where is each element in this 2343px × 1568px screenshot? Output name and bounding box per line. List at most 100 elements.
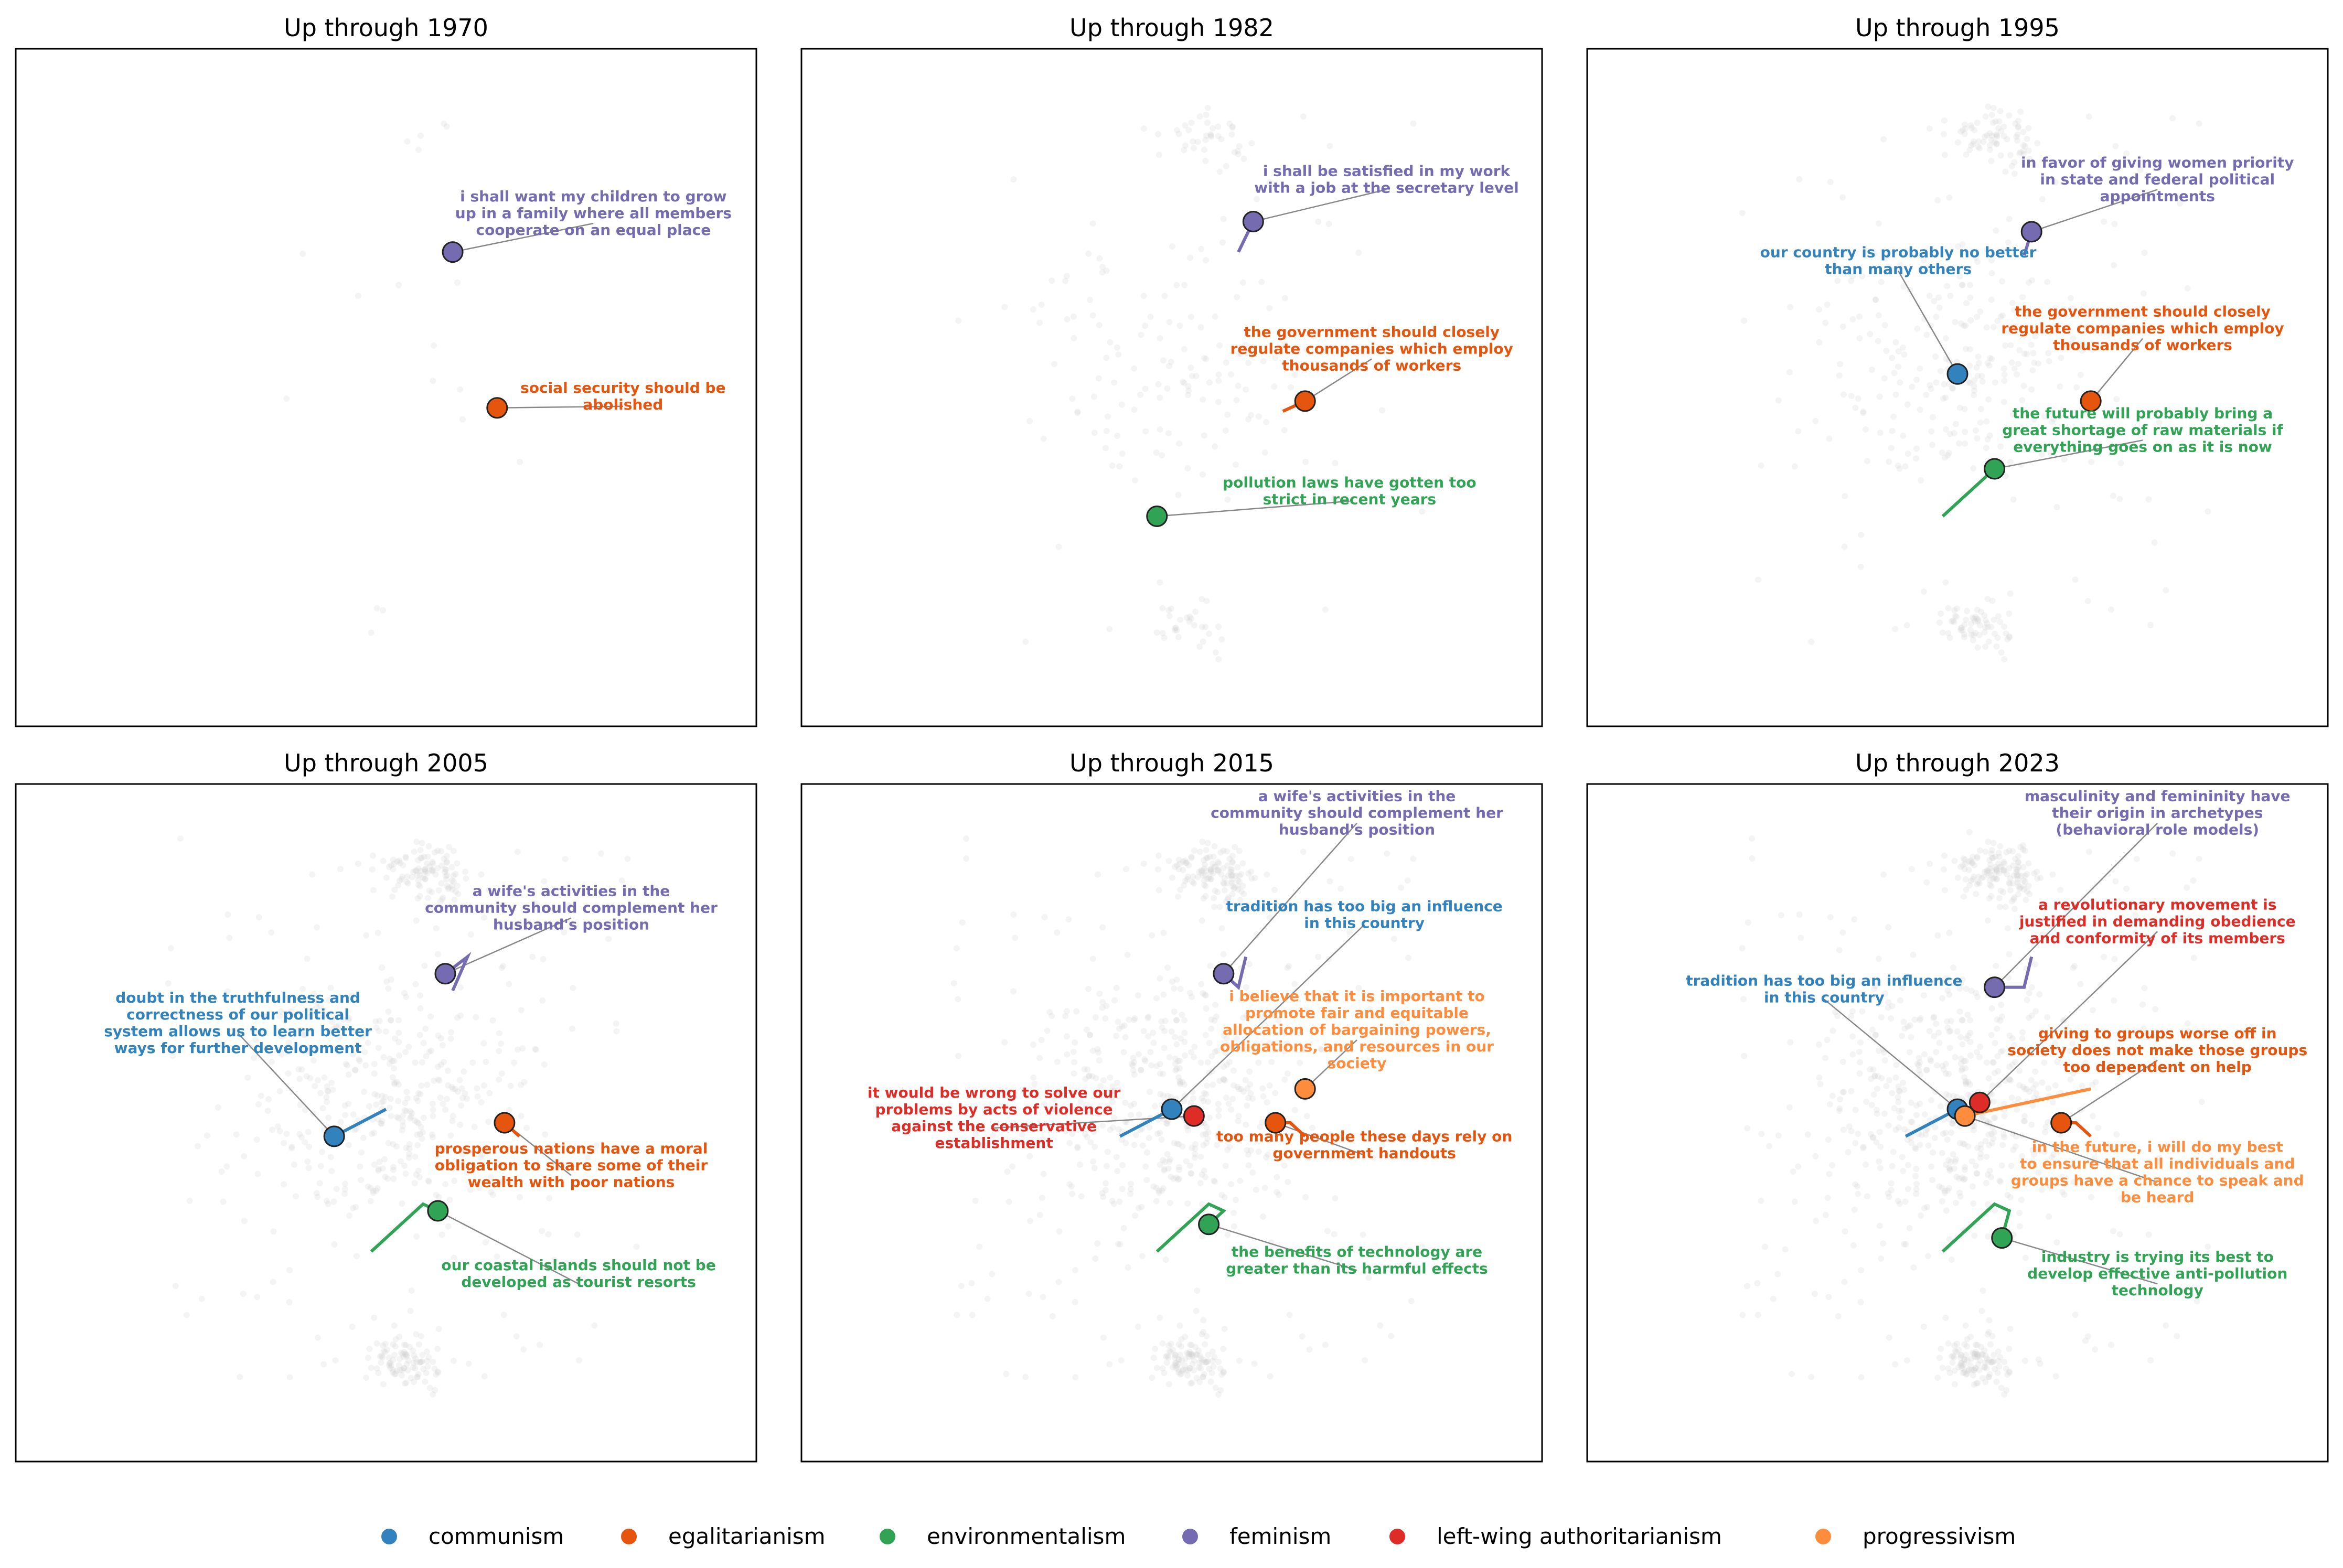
background-point <box>1795 428 1802 435</box>
background-point <box>2020 886 2027 893</box>
background-point <box>1190 1351 1196 1358</box>
background-point <box>1206 1040 1213 1047</box>
background-point <box>1902 1198 1909 1205</box>
background-point <box>395 1081 402 1088</box>
background-point <box>1969 1349 1976 1356</box>
background-point <box>1954 139 1961 146</box>
background-point <box>2009 1061 2016 1068</box>
background-point <box>414 1098 421 1104</box>
data-point <box>1968 1091 1991 1113</box>
background-point <box>1193 373 1200 380</box>
background-point <box>1238 996 1245 1003</box>
background-point <box>380 1098 387 1105</box>
background-point <box>1064 1051 1071 1058</box>
leader-line <box>1275 1122 1365 1156</box>
background-point <box>1302 1194 1309 1200</box>
background-point <box>1140 1028 1147 1035</box>
background-point <box>1993 867 2000 874</box>
background-point <box>1953 1340 1960 1347</box>
background-point <box>1127 1190 1134 1197</box>
background-point <box>1977 847 1984 854</box>
background-point <box>1203 1005 1210 1012</box>
background-point <box>1175 1141 1182 1147</box>
background-point <box>1974 993 1981 1000</box>
background-point <box>1102 1180 1109 1187</box>
background-point <box>429 867 436 874</box>
background-point <box>1976 1357 1983 1364</box>
background-point <box>1322 1341 1329 1348</box>
background-point <box>371 1314 378 1321</box>
background-point <box>1135 1205 1142 1211</box>
background-point <box>2000 1100 2007 1107</box>
background-point <box>1325 221 1332 228</box>
background-point <box>1997 1048 2004 1055</box>
background-point <box>2084 598 2091 605</box>
background-point <box>1060 1123 1067 1130</box>
background-point <box>418 1359 425 1366</box>
background-point <box>1124 951 1131 958</box>
background-point <box>1204 1059 1211 1066</box>
background-point <box>298 1134 305 1141</box>
background-point <box>1221 1076 1227 1083</box>
background-point <box>515 1046 521 1053</box>
background-point <box>1161 1167 1168 1174</box>
background-point <box>1974 372 1981 379</box>
background-point <box>1218 871 1225 878</box>
background-point <box>500 963 507 970</box>
background-point <box>371 1091 378 1098</box>
background-point <box>359 1033 366 1039</box>
background-point <box>1220 1369 1227 1376</box>
background-point <box>1968 1367 1975 1373</box>
background-point <box>1293 347 1300 354</box>
background-point <box>1988 112 1995 119</box>
background-point <box>1983 1059 1990 1066</box>
background-point <box>1845 1148 1852 1155</box>
background-point <box>401 1349 408 1356</box>
background-point <box>2057 886 2064 893</box>
background-point <box>371 1161 378 1168</box>
background-point <box>1173 1174 1180 1181</box>
background-point <box>1984 596 1991 603</box>
background-point <box>1871 1073 1878 1080</box>
background-point <box>288 1143 295 1150</box>
background-point <box>1281 295 1288 302</box>
background-point <box>1975 353 1982 360</box>
background-point <box>1070 1048 1077 1055</box>
background-point <box>1239 883 1246 889</box>
background-point <box>1150 1039 1157 1046</box>
background-point <box>1091 429 1098 436</box>
background-point <box>1220 1368 1227 1375</box>
background-point <box>1239 860 1246 867</box>
background-point <box>1165 1342 1172 1349</box>
data-point <box>1294 1078 1316 1100</box>
background-point <box>1993 866 2000 873</box>
background-point <box>1206 853 1213 860</box>
background-point <box>319 1105 326 1112</box>
data-point <box>494 1112 516 1134</box>
background-point <box>1215 868 1222 875</box>
background-point <box>1190 138 1196 145</box>
background-point <box>1937 1103 1944 1110</box>
background-point <box>1255 413 1262 420</box>
background-point <box>561 929 568 936</box>
background-point <box>1068 1183 1075 1190</box>
background-point <box>1207 876 1214 883</box>
background-point <box>2014 446 2020 453</box>
background-point <box>1983 1180 1989 1187</box>
background-point <box>1168 605 1174 612</box>
background-point <box>1991 1069 1998 1076</box>
background-point <box>2156 419 2163 426</box>
background-point <box>1951 857 1958 864</box>
background-point <box>1871 985 1878 992</box>
background-point <box>349 1051 356 1058</box>
leader-line <box>2031 189 2158 233</box>
background-point <box>1119 1162 1126 1168</box>
legend-label: left-wing authoritarianism <box>1437 1523 1722 1549</box>
background-point <box>1901 1126 1908 1133</box>
background-point <box>1204 1098 1211 1105</box>
background-point <box>1126 1016 1132 1023</box>
background-point <box>2034 140 2041 147</box>
background-point <box>1157 1161 1163 1168</box>
background-point <box>2003 1387 2010 1393</box>
background-point <box>2061 456 2068 463</box>
